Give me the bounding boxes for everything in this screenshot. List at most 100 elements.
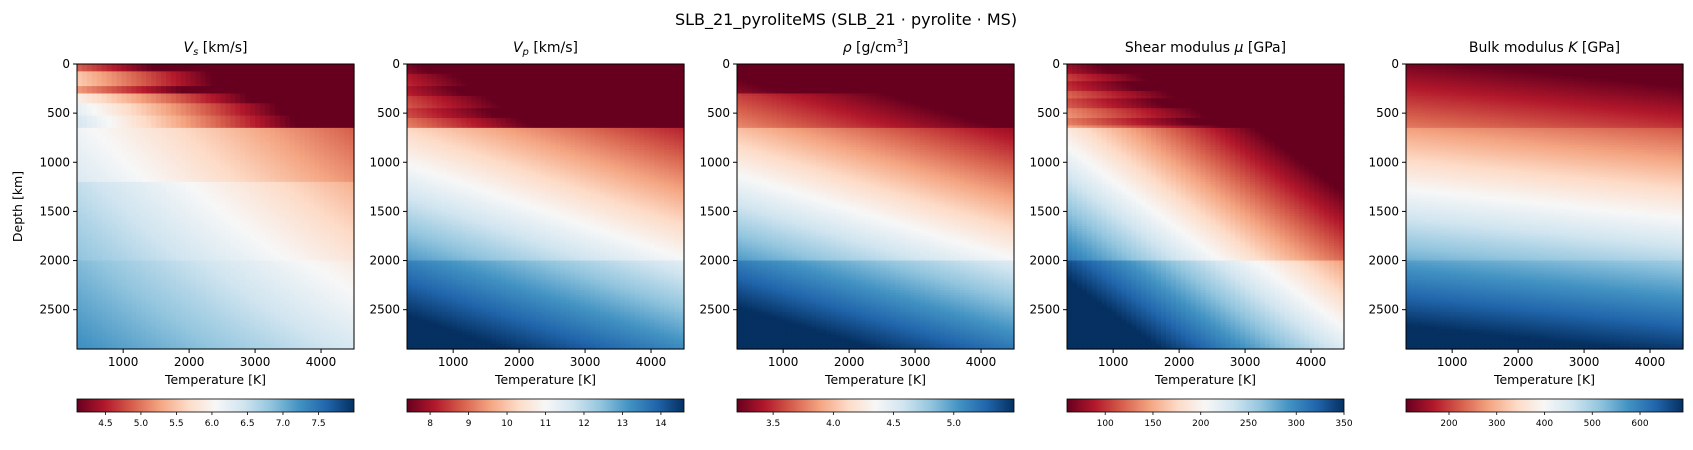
heatmap-cell — [314, 167, 320, 171]
heatmap-cell — [91, 137, 98, 141]
heatmap-cell — [136, 88, 142, 92]
heatmap-cell — [344, 147, 350, 151]
heatmap-cell — [111, 159, 118, 163]
heatmap-cell — [131, 66, 137, 70]
heatmap-cell — [230, 91, 236, 95]
heatmap-cell — [319, 120, 325, 124]
heatmap-cell — [314, 127, 320, 131]
heatmap-cell — [230, 76, 236, 80]
heatmap-cell — [324, 135, 330, 139]
heatmap-cell — [195, 120, 202, 124]
heatmap-cell — [324, 71, 330, 75]
heatmap-cell — [260, 137, 266, 141]
heatmap-cell — [264, 73, 271, 77]
heatmap-cell — [185, 93, 192, 97]
heatmap-cell — [260, 78, 266, 82]
heatmap-cell — [190, 91, 197, 95]
heatmap-cell — [289, 130, 296, 134]
heatmap-cell — [205, 73, 212, 77]
heatmap-cell — [334, 162, 340, 166]
heatmap-cell — [329, 122, 335, 127]
heatmap-cell — [299, 162, 306, 166]
heatmap-cell — [175, 118, 182, 122]
heatmap-cell — [245, 78, 251, 82]
heatmap-cell — [269, 76, 276, 80]
heatmap-cell — [185, 149, 192, 154]
heatmap-cell — [106, 98, 113, 102]
heatmap-cell — [319, 174, 325, 178]
heatmap-cell — [180, 159, 187, 163]
heatmap-cell — [349, 86, 355, 90]
heatmap-cell — [166, 91, 172, 95]
heatmap-cell — [299, 95, 306, 99]
heatmap-cell — [319, 105, 325, 109]
heatmap-cell — [205, 179, 212, 183]
heatmap-cell — [220, 81, 226, 85]
heatmap-cell — [344, 149, 350, 154]
heatmap-cell — [294, 130, 301, 134]
heatmap-cell — [235, 78, 241, 82]
heatmap-cell — [309, 140, 316, 144]
heatmap-cell — [294, 137, 301, 141]
heatmap-cell — [185, 177, 192, 181]
heatmap-cell — [255, 159, 261, 163]
heatmap-cell — [210, 93, 217, 97]
heatmap-cell — [141, 78, 147, 82]
heatmap-cell — [284, 159, 291, 163]
heatmap-cell — [141, 120, 147, 124]
heatmap-cell — [81, 132, 88, 136]
heatmap-cell — [324, 91, 330, 95]
heatmap-cell — [289, 122, 296, 127]
heatmap-cell — [240, 172, 246, 176]
heatmap-cell — [126, 147, 133, 151]
heatmap-cell — [245, 149, 251, 154]
heatmap-cell — [121, 110, 128, 114]
heatmap-cell — [299, 81, 306, 85]
heatmap-cell — [141, 142, 147, 146]
heatmap-cell — [289, 169, 296, 173]
heatmap-cell — [86, 140, 93, 144]
heatmap-cell — [225, 132, 231, 136]
heatmap-cell — [274, 179, 281, 183]
heatmap-cell — [121, 164, 128, 168]
heatmap-cell — [339, 142, 345, 146]
heatmap-cell — [175, 64, 182, 68]
heatmap-cell — [284, 103, 291, 107]
heatmap-cell — [116, 66, 123, 70]
heatmap-cell — [106, 120, 113, 124]
heatmap-cell — [151, 103, 157, 107]
heatmap-cell — [225, 76, 231, 80]
heatmap-cell — [304, 122, 311, 127]
heatmap-cell — [235, 66, 241, 70]
heatmap-cell — [329, 154, 335, 158]
heatmap-cell — [304, 83, 311, 87]
heatmap-cell — [264, 91, 271, 95]
heatmap-cell — [126, 68, 133, 72]
heatmap-cell — [349, 142, 355, 146]
heatmap-cell — [77, 64, 83, 68]
heatmap-cell — [121, 71, 128, 75]
heatmap-cell — [151, 76, 157, 80]
heatmap-cell — [91, 88, 98, 92]
heatmap-cell — [329, 95, 335, 99]
heatmap-cell — [250, 174, 256, 178]
heatmap-cell — [309, 108, 316, 112]
heatmap-cell — [131, 127, 137, 131]
heatmap-cell — [245, 73, 251, 77]
heatmap-cell — [225, 177, 231, 181]
heatmap-cell — [314, 88, 320, 92]
heatmap-cell — [131, 81, 137, 85]
heatmap-cell — [294, 86, 301, 90]
heatmap-cell — [274, 145, 281, 149]
heatmap-cell — [314, 73, 320, 77]
heatmap-cell — [170, 164, 177, 168]
heatmap-cell — [250, 159, 256, 163]
heatmap-cell — [210, 110, 217, 114]
heatmap-cell — [260, 152, 266, 156]
heatmap-cell — [344, 154, 350, 158]
heatmap-cell — [284, 73, 291, 77]
heatmap-cell — [77, 105, 83, 109]
heatmap-cell — [235, 110, 241, 114]
heatmap-cell — [175, 149, 182, 154]
heatmap-cell — [190, 71, 197, 75]
